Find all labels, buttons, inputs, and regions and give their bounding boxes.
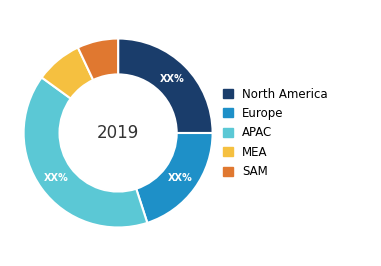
Text: XX%: XX% xyxy=(168,173,192,183)
Wedge shape xyxy=(118,39,213,133)
Wedge shape xyxy=(78,39,118,80)
Text: XX%: XX% xyxy=(82,22,107,32)
Text: XX%: XX% xyxy=(37,44,61,54)
Text: XX%: XX% xyxy=(44,173,69,183)
Text: 2019: 2019 xyxy=(97,124,139,142)
Text: XX%: XX% xyxy=(160,74,185,84)
Wedge shape xyxy=(24,77,147,227)
Wedge shape xyxy=(136,133,213,223)
Wedge shape xyxy=(42,48,93,99)
Legend: North America, Europe, APAC, MEA, SAM: North America, Europe, APAC, MEA, SAM xyxy=(223,88,328,178)
